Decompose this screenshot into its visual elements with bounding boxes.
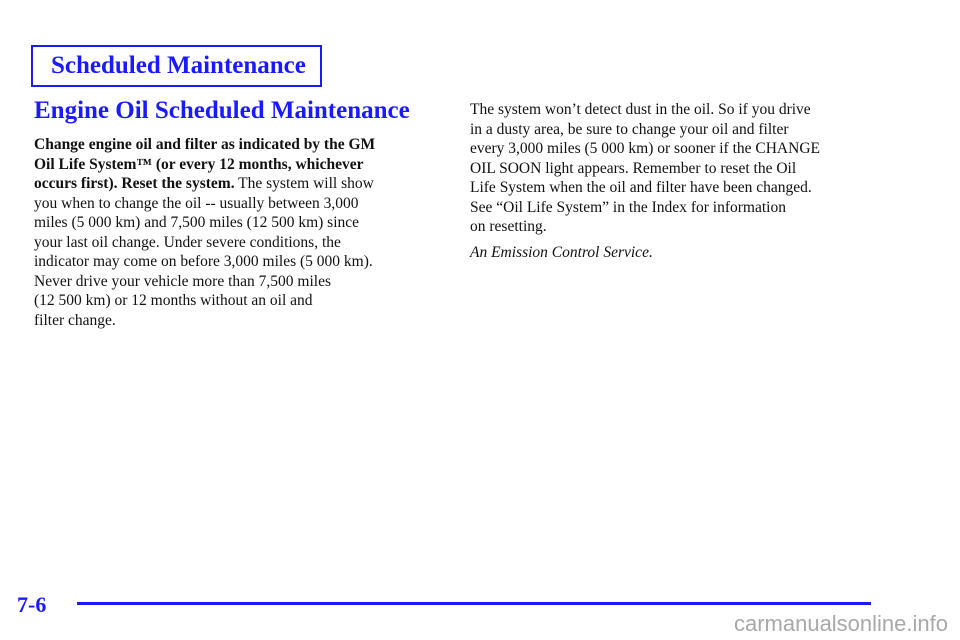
- text-line: your last oil change. Under severe condi…: [34, 233, 375, 253]
- page-number: 7-6: [17, 592, 47, 617]
- emission-note: An Emission Control Service.: [470, 243, 653, 261]
- page-title: Engine Oil Scheduled Maintenance: [34, 97, 410, 124]
- text-line: every 3,000 miles (5 000 km) or sooner i…: [470, 140, 820, 157]
- text-line: See “Oil Life System” in the Index for i…: [470, 198, 786, 216]
- text-line: Never drive your vehicle more than 7,500…: [34, 272, 375, 292]
- text-line: Oil Life System™ (or every 12 months, wh…: [34, 155, 375, 175]
- text-line: filter change.: [34, 311, 375, 331]
- footer-rule: [77, 602, 871, 605]
- text: miles (5 000 km) and 7,500 miles (12 500…: [34, 214, 360, 231]
- section-header-box: Scheduled Maintenance: [31, 45, 322, 87]
- text-line: indicator may come on before 3,000 miles…: [34, 252, 375, 272]
- bold-text: Change engine oil and filter as indicate…: [34, 136, 376, 153]
- bold-text: Oil Life System™ (or every 12 months, wh…: [34, 155, 364, 173]
- text-line: in a dusty area, be sure to change your …: [470, 120, 789, 138]
- text-line: on resetting.: [470, 218, 547, 235]
- left-column-paragraph: Change engine oil and filter as indicate…: [34, 135, 375, 330]
- text-line: miles (5 000 km) and 7,500 miles (12 500…: [34, 213, 375, 233]
- bold-text: occurs first). Reset the system.: [34, 175, 235, 192]
- text: Never drive your vehicle more than 7,500…: [34, 272, 331, 290]
- text: The system will show: [234, 175, 374, 192]
- text: filter change.: [34, 311, 116, 329]
- text: indicator may come on before 3,000 miles…: [34, 253, 373, 270]
- section-title: Scheduled Maintenance: [51, 52, 306, 79]
- text-line: OIL SOON light appears. Remember to rese…: [470, 159, 797, 177]
- text-line: Change engine oil and filter as indicate…: [34, 135, 375, 155]
- text: you when to change the oil -- usually be…: [34, 194, 359, 212]
- text-line: you when to change the oil -- usually be…: [34, 194, 375, 214]
- right-column-paragraph: The system won’t detect dust in the oil.…: [470, 100, 820, 262]
- text-line: occurs first). Reset the system. The sys…: [34, 174, 375, 194]
- watermark: carmanualsonline.info: [733, 611, 948, 636]
- text-line: Life System when the oil and filter have…: [470, 179, 812, 196]
- text: your last oil change. Under severe condi…: [34, 233, 341, 251]
- text-line: The system won’t detect dust in the oil.…: [470, 101, 811, 118]
- text-line: (12 500 km) or 12 months without an oil …: [34, 291, 375, 311]
- text: (12 500 km) or 12 months without an oil …: [34, 292, 313, 309]
